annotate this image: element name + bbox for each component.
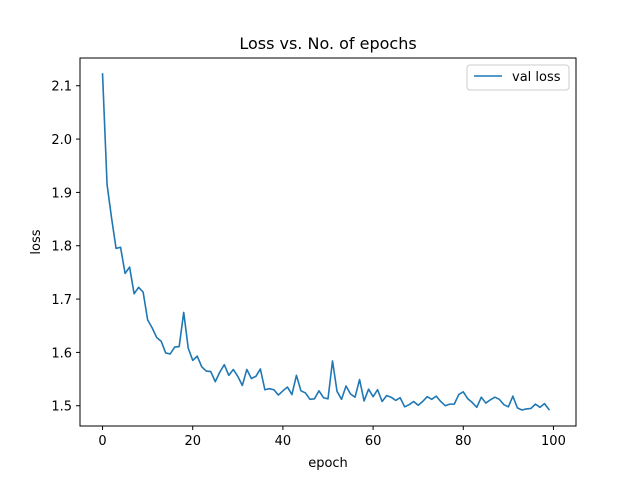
- y-tick-label: 1.6: [51, 346, 72, 361]
- y-axis: 1.5 1.6 1.7 1.8 1.9 2.0 2.1: [51, 80, 80, 415]
- series-line-val-loss: [101, 73, 551, 411]
- x-tick-label: 80: [455, 434, 472, 449]
- x-tick-label: 60: [365, 434, 382, 449]
- y-tick-label: 1.5: [51, 400, 72, 415]
- chart-title: Loss vs. No. of epochs: [239, 34, 416, 53]
- x-tick-label: 100: [541, 434, 566, 449]
- legend-label-val-loss: val loss: [512, 70, 561, 85]
- y-tick-label: 1.9: [51, 186, 72, 201]
- x-tick-label: 40: [275, 434, 292, 449]
- y-axis-label: loss: [29, 229, 44, 254]
- x-axis: 0 20 40 60 80 100: [98, 426, 566, 449]
- legend: val loss: [466, 64, 570, 91]
- plot-area-frame: [79, 57, 577, 427]
- x-axis-label: epoch: [308, 456, 348, 471]
- y-tick-label: 1.8: [51, 240, 72, 255]
- y-tick-label: 2.0: [51, 133, 72, 148]
- y-tick-label: 1.7: [51, 293, 72, 308]
- x-tick-label: 20: [184, 434, 201, 449]
- x-tick-label: 0: [98, 434, 106, 449]
- y-tick-label: 2.1: [51, 80, 72, 95]
- legend-box: [466, 64, 570, 91]
